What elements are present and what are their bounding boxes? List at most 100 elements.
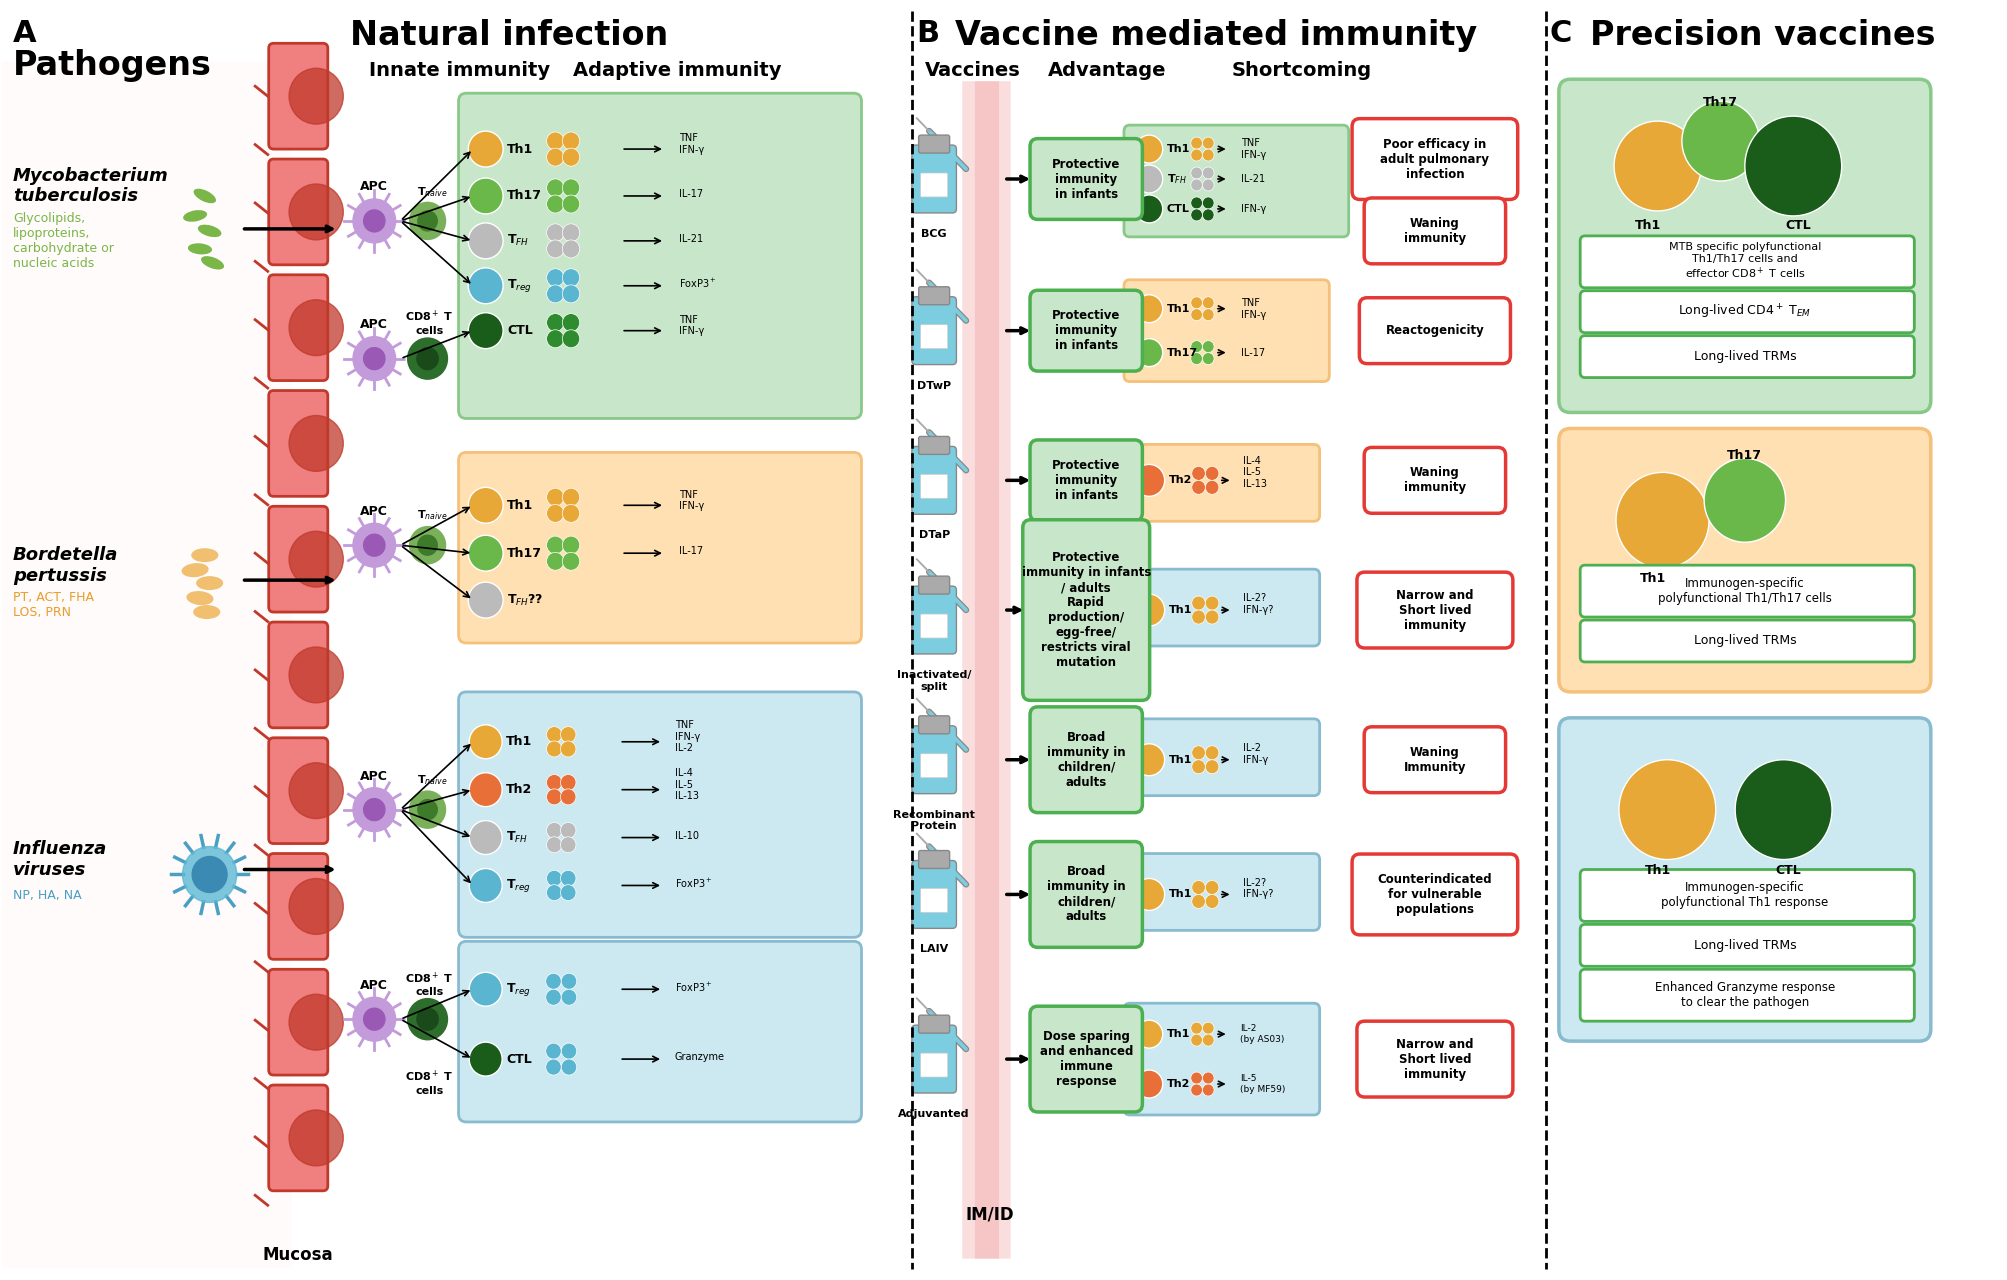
- Circle shape: [417, 348, 438, 370]
- Circle shape: [560, 727, 576, 742]
- FancyBboxPatch shape: [1580, 620, 1913, 662]
- Circle shape: [562, 285, 580, 303]
- Circle shape: [1192, 881, 1204, 895]
- Circle shape: [1202, 179, 1214, 191]
- Circle shape: [546, 269, 564, 287]
- Circle shape: [1192, 466, 1204, 480]
- Ellipse shape: [181, 563, 209, 577]
- Circle shape: [363, 210, 385, 232]
- Text: IL-21: IL-21: [678, 234, 702, 244]
- Text: Th1: Th1: [1168, 890, 1192, 900]
- Text: CTL: CTL: [506, 324, 532, 337]
- Circle shape: [1202, 148, 1214, 161]
- Circle shape: [560, 1059, 576, 1075]
- FancyBboxPatch shape: [917, 1015, 949, 1033]
- Circle shape: [562, 536, 580, 554]
- Circle shape: [546, 148, 564, 166]
- Circle shape: [560, 741, 576, 756]
- Text: FoxP3$^+$: FoxP3$^+$: [674, 980, 712, 993]
- Circle shape: [478, 982, 494, 997]
- FancyBboxPatch shape: [919, 754, 947, 778]
- Text: Th1: Th1: [1168, 755, 1192, 764]
- Text: MTB specific polyfunctional
Th1/Th17 cells and
effector CD8$^+$ T cells: MTB specific polyfunctional Th1/Th17 cel…: [1668, 242, 1820, 282]
- Circle shape: [1638, 497, 1686, 544]
- Text: NP, HA, NA: NP, HA, NA: [12, 888, 82, 902]
- Circle shape: [1618, 760, 1714, 860]
- Text: Th1: Th1: [1644, 864, 1670, 877]
- Circle shape: [478, 877, 494, 893]
- Text: Broad
immunity in
children/
adults: Broad immunity in children/ adults: [1046, 865, 1126, 923]
- Text: Broad
immunity in
children/
adults: Broad immunity in children/ adults: [1046, 731, 1126, 788]
- Text: Natural infection: Natural infection: [349, 19, 668, 52]
- FancyBboxPatch shape: [919, 614, 947, 637]
- Text: Th17: Th17: [1702, 96, 1738, 109]
- Circle shape: [560, 1043, 576, 1059]
- FancyBboxPatch shape: [1351, 854, 1517, 934]
- Text: Reactogenicity: Reactogenicity: [1385, 324, 1483, 337]
- FancyBboxPatch shape: [269, 44, 327, 148]
- FancyBboxPatch shape: [1124, 1004, 1319, 1115]
- FancyBboxPatch shape: [269, 737, 327, 844]
- Circle shape: [363, 799, 385, 820]
- Circle shape: [1204, 466, 1218, 480]
- Circle shape: [546, 741, 562, 756]
- Text: BCG: BCG: [921, 229, 947, 239]
- Circle shape: [562, 179, 580, 197]
- Text: CD8$^+$ T
cells: CD8$^+$ T cells: [405, 1069, 454, 1096]
- FancyBboxPatch shape: [917, 136, 949, 154]
- FancyBboxPatch shape: [961, 81, 1010, 1258]
- FancyBboxPatch shape: [973, 81, 999, 1258]
- Text: Th17: Th17: [1166, 348, 1196, 357]
- Circle shape: [1190, 308, 1202, 321]
- Circle shape: [407, 201, 448, 241]
- FancyBboxPatch shape: [1030, 440, 1142, 521]
- Text: CTL: CTL: [1784, 219, 1810, 232]
- Text: CTL: CTL: [1166, 204, 1188, 214]
- Circle shape: [468, 312, 504, 348]
- FancyBboxPatch shape: [1030, 291, 1142, 371]
- FancyBboxPatch shape: [1580, 869, 1913, 922]
- Text: CD8$^+$ T
cells: CD8$^+$ T cells: [405, 970, 454, 997]
- Circle shape: [1134, 594, 1164, 626]
- Circle shape: [1190, 1034, 1202, 1046]
- Text: Th1: Th1: [506, 142, 534, 156]
- Text: Long-lived CD4$^+$ T$_{EM}$: Long-lived CD4$^+$ T$_{EM}$: [1678, 302, 1810, 321]
- Circle shape: [470, 773, 502, 806]
- Circle shape: [1202, 1073, 1214, 1084]
- Circle shape: [546, 774, 562, 791]
- Circle shape: [417, 800, 438, 819]
- Circle shape: [562, 239, 580, 259]
- Text: FoxP3$^+$: FoxP3$^+$: [674, 877, 712, 890]
- Text: APC: APC: [359, 317, 387, 330]
- Circle shape: [1142, 1027, 1156, 1041]
- Text: T$_{naive}$: T$_{naive}$: [417, 508, 448, 522]
- Circle shape: [1190, 197, 1202, 209]
- Circle shape: [562, 224, 580, 242]
- Circle shape: [470, 869, 502, 902]
- Circle shape: [478, 232, 494, 250]
- Circle shape: [1204, 480, 1218, 494]
- Circle shape: [1192, 596, 1204, 611]
- FancyBboxPatch shape: [911, 297, 955, 365]
- Text: IL-17: IL-17: [678, 547, 702, 557]
- FancyBboxPatch shape: [911, 145, 955, 212]
- Circle shape: [1192, 746, 1204, 760]
- Circle shape: [1614, 122, 1700, 211]
- Text: Glycolipids,
lipoproteins,
carbohydrate or
nucleic acids: Glycolipids, lipoproteins, carbohydrate …: [12, 212, 114, 270]
- FancyBboxPatch shape: [1363, 727, 1505, 792]
- Text: FoxP3$^+$: FoxP3$^+$: [678, 278, 716, 291]
- Text: Recombinant
Protein: Recombinant Protein: [893, 810, 975, 831]
- FancyBboxPatch shape: [911, 1025, 955, 1093]
- Text: Protective
immunity
in infants: Protective immunity in infants: [1052, 157, 1120, 201]
- Text: TNF
IFN-γ
IL-2: TNF IFN-γ IL-2: [674, 721, 700, 754]
- Text: CD8$^+$ T
cells: CD8$^+$ T cells: [405, 308, 454, 335]
- FancyBboxPatch shape: [919, 325, 947, 348]
- FancyBboxPatch shape: [1030, 707, 1142, 813]
- FancyBboxPatch shape: [1580, 969, 1913, 1021]
- Ellipse shape: [187, 591, 213, 605]
- Text: T$_{FH}$: T$_{FH}$: [1166, 172, 1186, 186]
- Circle shape: [546, 823, 562, 838]
- Circle shape: [1190, 340, 1202, 352]
- Circle shape: [1744, 116, 1840, 216]
- Text: IFN-γ: IFN-γ: [1240, 204, 1266, 214]
